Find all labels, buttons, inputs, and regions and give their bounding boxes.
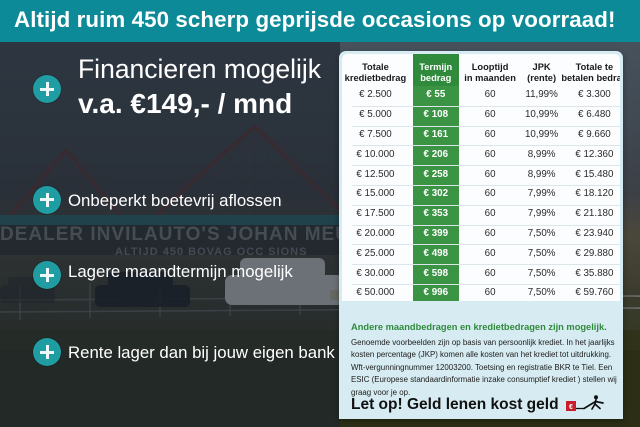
svg-text:€: € [569, 404, 573, 411]
